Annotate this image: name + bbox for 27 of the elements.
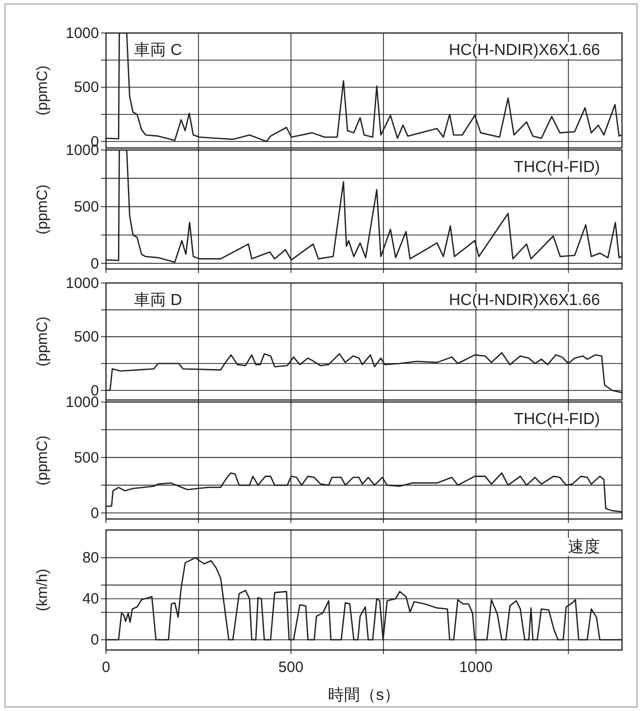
- y-axis-title: (ppmC): [34, 435, 51, 486]
- text: 速度: [568, 538, 600, 556]
- x-tick-label: 500: [278, 659, 304, 676]
- text: 車両 D: [134, 291, 182, 309]
- y-axis-title: (ppmC): [34, 184, 51, 235]
- y-tick-label: 500: [74, 328, 99, 346]
- y-tick-label: 1000: [66, 25, 99, 42]
- x-tick-label: 1000: [459, 659, 493, 676]
- text: HC(H-NDIR)X6X1.66: [448, 292, 600, 309]
- y-tick-label: 40: [82, 590, 99, 608]
- y-axis-title: (km/h): [34, 568, 51, 612]
- text: HC(H-NDIR)X6X1.66: [448, 42, 600, 59]
- y-axis-title: (ppmC): [34, 65, 51, 116]
- text: 車両 C: [134, 41, 182, 59]
- text: THC(H-FID): [514, 159, 600, 176]
- y-tick-label: 500: [74, 449, 99, 466]
- y-tick-label: 500: [74, 198, 99, 216]
- y-tick-label: 500: [74, 79, 99, 96]
- y-axis-title: (ppmC): [34, 316, 51, 367]
- y-tick-label: 0: [90, 504, 99, 522]
- y-tick-label: 1000: [66, 275, 99, 292]
- y-tick-label: 0: [90, 255, 99, 272]
- text: THC(H-FID): [514, 411, 600, 428]
- x-axis-title: 時間（s）: [328, 686, 400, 704]
- y-tick-label: 0: [90, 632, 99, 649]
- y-tick-label: 80: [82, 550, 99, 567]
- x-tick-label: 0: [102, 659, 110, 676]
